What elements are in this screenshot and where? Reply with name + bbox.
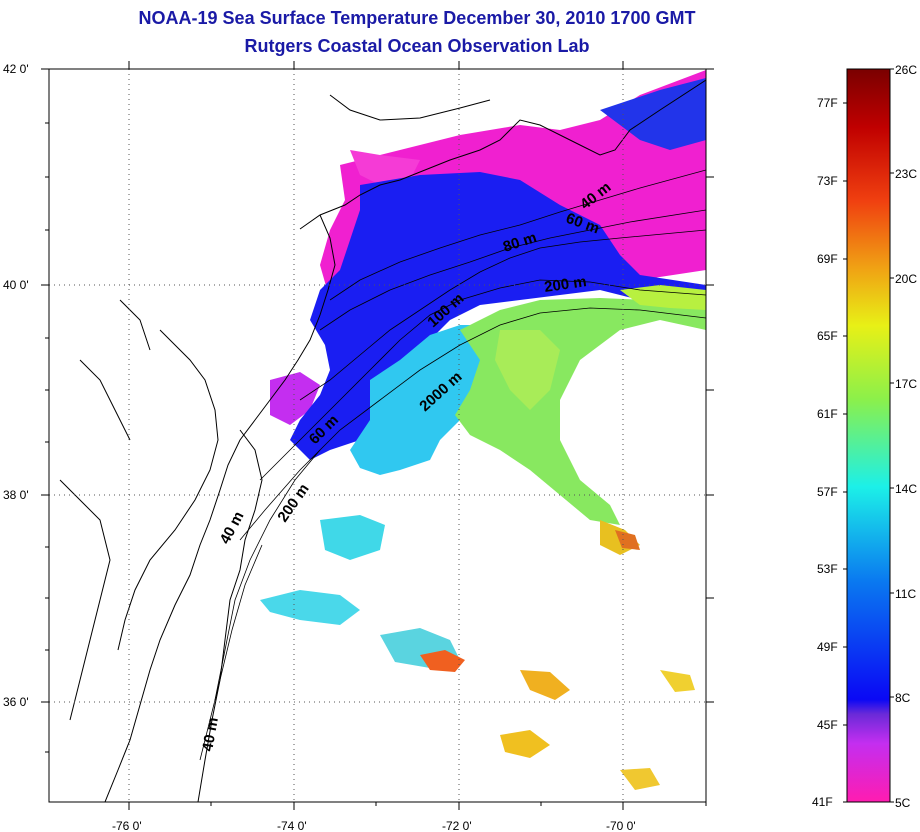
graticule <box>49 69 706 802</box>
colorbar-celsius-label: 23C <box>895 167 917 181</box>
contour-label: 200 m <box>543 273 587 296</box>
lat-label: 38 0' <box>3 488 29 502</box>
map-title: NOAA-19 Sea Surface Temperature December… <box>138 8 696 28</box>
colorbar-celsius-label: 17C <box>895 377 917 391</box>
colorbar: 26C 23C 20C 17C 14C 11C 8C 5C 77F 73F 69… <box>812 63 917 810</box>
coastline <box>59 79 706 802</box>
colorbar-fahrenheit-label: 61F <box>817 407 838 421</box>
colorbar-celsius-label: 14C <box>895 482 917 496</box>
lon-label: -74 0' <box>277 819 307 832</box>
map-area: 40 m 60 m 80 m 200 m 100 m 2000 m 60 m 2… <box>49 69 706 802</box>
bathymetry-contours <box>199 169 706 761</box>
colorbar-fahrenheit-label: 77F <box>817 96 838 110</box>
colorbar-fahrenheit-label: 49F <box>817 640 838 654</box>
colorbar-gradient <box>846 68 891 803</box>
lon-label: -72 0' <box>442 819 472 832</box>
colorbar-fahrenheit-label: 57F <box>817 485 838 499</box>
lat-tick-labels: 42 0' 40 0' 38 0' 36 0' <box>3 62 29 709</box>
colorbar-celsius-label: 11C <box>895 587 916 601</box>
colorbar-fahrenheit-label: 73F <box>817 174 838 188</box>
contour-label: 40 m <box>199 716 222 753</box>
colorbar-fahrenheit-label: 41F <box>812 795 833 809</box>
colorbar-fahrenheit-label: 45F <box>817 718 838 732</box>
lon-tick-labels: -76 0' -74 0' -72 0' -70 0' <box>112 819 636 832</box>
colorbar-celsius-label: 26C <box>895 63 917 77</box>
map-subtitle: Rutgers Coastal Ocean Observation Lab <box>244 36 590 56</box>
lon-label: -70 0' <box>606 819 636 832</box>
colorbar-fahrenheit-label: 53F <box>817 562 838 576</box>
colorbar-fahrenheit-label: 65F <box>817 329 838 343</box>
lat-label: 40 0' <box>3 278 29 292</box>
colorbar-celsius-label: 5C <box>895 796 911 810</box>
colorbar-celsius-label: 20C <box>895 272 917 286</box>
colorbar-celsius-label: 8C <box>895 691 911 705</box>
lat-label: 42 0' <box>3 62 29 76</box>
lon-label: -76 0' <box>112 819 142 832</box>
lat-label: 36 0' <box>3 695 29 709</box>
sst-field <box>260 70 706 790</box>
colorbar-fahrenheit-label: 69F <box>817 252 838 266</box>
map-frame <box>48 68 707 803</box>
axis-ticks <box>41 61 714 810</box>
